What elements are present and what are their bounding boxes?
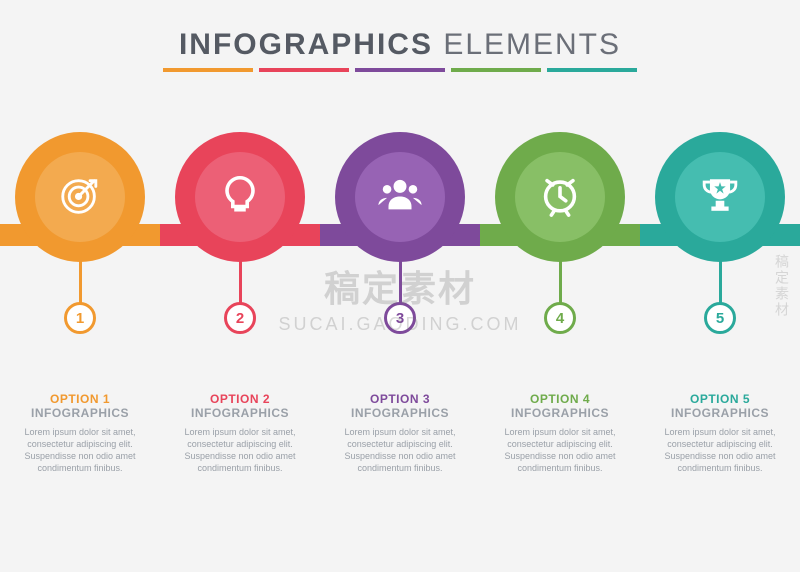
step-ring <box>15 132 145 262</box>
step-ring-inner <box>355 152 445 242</box>
step-stem <box>559 260 562 304</box>
step-option-subtitle: INFOGRAPHICS <box>330 406 470 420</box>
title-bar <box>163 68 253 72</box>
step-option-title: OPTION 1 <box>10 392 150 406</box>
step-stem <box>399 260 402 304</box>
step-ring-inner <box>195 152 285 242</box>
step-label-column: OPTION 5INFOGRAPHICS Lorem ipsum dolor si… <box>640 392 800 475</box>
title-bold: INFOGRAPHICS <box>179 28 433 61</box>
step-label-column: OPTION 2INFOGRAPHICS Lorem ipsum dolor si… <box>160 392 320 475</box>
bulb-icon <box>217 172 263 223</box>
target-icon <box>57 172 103 223</box>
step-stem <box>719 260 722 304</box>
title-light: ELEMENTS <box>443 28 621 61</box>
title-bar <box>355 68 445 72</box>
step-ring-inner <box>515 152 605 242</box>
step-option-title: OPTION 2 <box>170 392 310 406</box>
trophy-icon <box>697 172 743 223</box>
step-option-title: OPTION 5 <box>650 392 790 406</box>
step-labels-row: OPTION 1INFOGRAPHICSLorem ipsum dolor si… <box>0 392 800 475</box>
step-stem <box>79 260 82 304</box>
step-circles-row: 1 2 3 4 5 <box>0 132 800 334</box>
step-number-badge: 4 <box>544 302 576 334</box>
header: INFOGRAPHICS ELEMENTS <box>0 0 800 72</box>
title-bar <box>547 68 637 72</box>
step-ring <box>655 132 785 262</box>
step-option-subtitle: INFOGRAPHICS <box>10 406 150 420</box>
step-option-body: Lorem ipsum dolor sit amet, consectetur … <box>330 426 470 475</box>
step-label-column: OPTION 3INFOGRAPHICS Lorem ipsum dolor si… <box>320 392 480 475</box>
step-option-body: Lorem ipsum dolor sit amet, consectetur … <box>170 426 310 475</box>
infographic-stage: 1 2 3 4 5 <box>0 132 800 392</box>
step-column: 1 <box>0 132 160 334</box>
step-ring <box>335 132 465 262</box>
step-ring-inner <box>675 152 765 242</box>
step-label-column: OPTION 1INFOGRAPHICS Lorem ipsum dolor si… <box>0 392 160 475</box>
step-ring-inner <box>35 152 125 242</box>
step-stem <box>239 260 242 304</box>
title-bar <box>259 68 349 72</box>
title-bar <box>451 68 541 72</box>
step-option-body: Lorem ipsum dolor sit amet, consectetur … <box>490 426 630 475</box>
step-number-badge: 3 <box>384 302 416 334</box>
step-option-body: Lorem ipsum dolor sit amet, consectetur … <box>650 426 790 475</box>
step-option-body: Lorem ipsum dolor sit amet, consectetur … <box>10 426 150 475</box>
step-option-subtitle: INFOGRAPHICS <box>170 406 310 420</box>
step-column: 2 <box>160 132 320 334</box>
step-column: 4 <box>480 132 640 334</box>
step-number-badge: 2 <box>224 302 256 334</box>
step-ring <box>175 132 305 262</box>
step-option-subtitle: INFOGRAPHICS <box>650 406 790 420</box>
title-underline-bars <box>0 68 800 72</box>
step-number-badge: 1 <box>64 302 96 334</box>
step-ring <box>495 132 625 262</box>
step-option-title: OPTION 4 <box>490 392 630 406</box>
step-option-subtitle: INFOGRAPHICS <box>490 406 630 420</box>
page-title: INFOGRAPHICS ELEMENTS <box>0 28 800 62</box>
step-label-column: OPTION 4INFOGRAPHICS Lorem ipsum dolor si… <box>480 392 640 475</box>
step-column: 5 <box>640 132 800 334</box>
step-option-title: OPTION 3 <box>330 392 470 406</box>
step-column: 3 <box>320 132 480 334</box>
step-number-badge: 5 <box>704 302 736 334</box>
clock-icon <box>537 172 583 223</box>
people-icon <box>377 172 423 223</box>
